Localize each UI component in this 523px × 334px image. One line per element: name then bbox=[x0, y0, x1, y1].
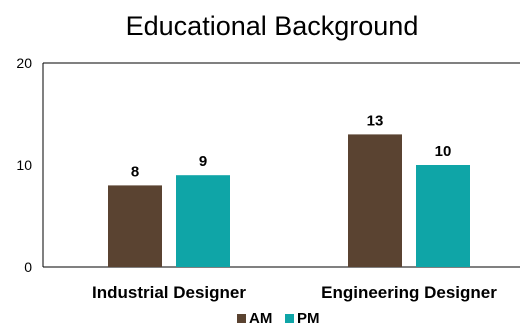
y-tick-label: 10 bbox=[16, 157, 32, 173]
chart-legend: AM PM bbox=[237, 310, 320, 327]
chart-bars bbox=[108, 134, 470, 267]
legend-swatch-pm bbox=[285, 314, 294, 323]
data-label: 9 bbox=[199, 153, 207, 170]
chart-title: Educational Background bbox=[126, 11, 419, 41]
bar-pm-2 bbox=[416, 165, 470, 267]
chart-data-labels: 8 9 13 10 bbox=[131, 112, 452, 180]
data-label: 10 bbox=[435, 143, 452, 160]
data-label: 13 bbox=[367, 112, 384, 129]
bar-pm-1 bbox=[176, 175, 230, 267]
x-category-label: Industrial Designer bbox=[92, 283, 246, 302]
legend-label-am: AM bbox=[249, 310, 272, 327]
y-tick-label: 20 bbox=[16, 55, 32, 71]
x-category-label: Engineering Designer bbox=[321, 283, 497, 302]
y-tick-label: 0 bbox=[24, 259, 32, 275]
bar-am-2 bbox=[348, 134, 402, 267]
bar-am-1 bbox=[108, 185, 162, 267]
legend-swatch-am bbox=[237, 314, 246, 323]
legend-label-pm: PM bbox=[297, 310, 320, 327]
data-label: 8 bbox=[131, 163, 139, 180]
